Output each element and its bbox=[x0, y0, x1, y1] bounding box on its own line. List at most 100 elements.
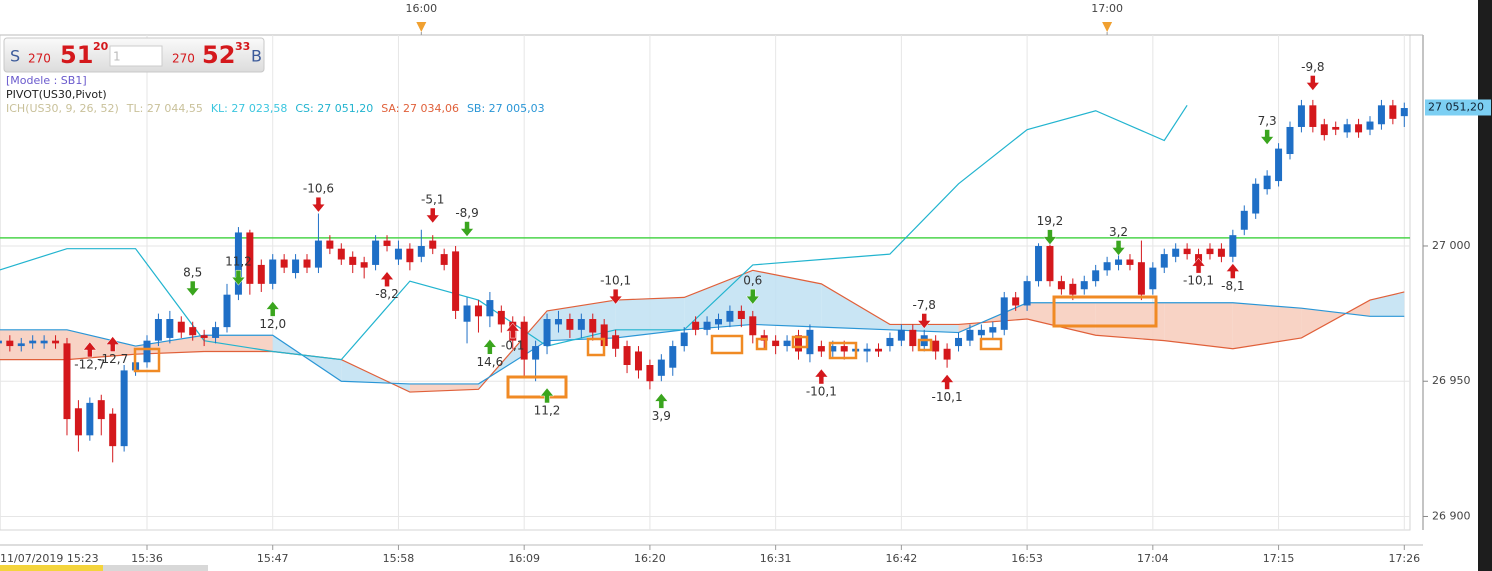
signal-label: 3,9 bbox=[652, 409, 671, 423]
candle-body bbox=[612, 335, 620, 349]
candle-body bbox=[1229, 235, 1237, 257]
signal-box bbox=[755, 337, 768, 351]
candle-body bbox=[40, 340, 48, 344]
signal-arrow bbox=[1191, 257, 1206, 274]
signal-arrow bbox=[505, 322, 520, 339]
candle-body bbox=[6, 340, 14, 347]
cloud bbox=[752, 270, 822, 328]
signal-arrow bbox=[1260, 129, 1275, 145]
cloud bbox=[1232, 302, 1302, 349]
candle-body bbox=[1160, 254, 1168, 268]
candle-body bbox=[189, 327, 197, 336]
signal-arrow bbox=[917, 313, 932, 329]
candle-body bbox=[1206, 248, 1214, 255]
buy-figure: 52 bbox=[202, 41, 235, 69]
x-tick-label: 17:26 bbox=[1388, 552, 1420, 565]
candle-body bbox=[714, 319, 722, 325]
candle-body bbox=[692, 321, 700, 330]
candle-body bbox=[1035, 245, 1043, 282]
candle-body bbox=[840, 346, 848, 352]
candle-body bbox=[932, 340, 940, 352]
legend-item: ICH(US30, 9, 26, 52) bbox=[6, 102, 119, 115]
cloud bbox=[684, 270, 753, 330]
candle-body bbox=[383, 240, 391, 246]
sell-side[interactable]: S bbox=[10, 47, 20, 66]
signal-box bbox=[710, 334, 744, 355]
candle-body bbox=[1355, 124, 1363, 133]
candle-body bbox=[943, 348, 951, 360]
candle-body bbox=[989, 327, 997, 333]
candle-body bbox=[29, 340, 37, 344]
buy-pips: 33 bbox=[235, 40, 250, 53]
y-tick-label: 27 000 bbox=[1432, 239, 1471, 252]
signal-label: 11,2 bbox=[225, 255, 252, 269]
candle-body bbox=[257, 264, 265, 284]
overlay: -12,7-12,7 8,5 11,2 12,0 -10,6 -8,2 -5,1 -8,9 14… bbox=[74, 60, 1324, 423]
candle-body bbox=[166, 319, 174, 338]
candle-body bbox=[246, 232, 254, 284]
candle-body bbox=[1069, 283, 1077, 295]
x-tick-label: 15:47 bbox=[257, 552, 289, 565]
quantity-input[interactable] bbox=[109, 45, 163, 67]
signal-arrow bbox=[105, 336, 120, 352]
candle-body bbox=[1263, 175, 1271, 190]
candle-body bbox=[314, 240, 322, 268]
candle-body bbox=[1389, 105, 1397, 119]
candle-body bbox=[1012, 297, 1020, 306]
cloud bbox=[204, 335, 273, 352]
candle-body bbox=[1080, 281, 1088, 290]
signal-label: -7,8 bbox=[913, 298, 936, 312]
candle-body bbox=[897, 329, 905, 341]
signal-label: -10,1 bbox=[1183, 274, 1214, 288]
candle-body bbox=[646, 365, 654, 382]
candle-body bbox=[520, 321, 528, 360]
candle-body bbox=[1149, 267, 1157, 290]
candle-body bbox=[337, 248, 345, 260]
candle-body bbox=[977, 329, 985, 336]
candle-body bbox=[955, 337, 963, 347]
top-tick-label: 17:00 bbox=[1091, 2, 1123, 15]
candle-body bbox=[1400, 108, 1408, 117]
tab[interactable] bbox=[103, 565, 208, 571]
candle-body bbox=[772, 340, 780, 347]
candle-body bbox=[1103, 262, 1111, 271]
signal-label: -0,1 bbox=[501, 339, 524, 353]
candle-body bbox=[17, 343, 25, 347]
cloud bbox=[66, 329, 136, 360]
candle-body bbox=[1115, 259, 1123, 265]
candle-body bbox=[52, 340, 60, 344]
signal-arrow bbox=[745, 288, 760, 305]
signal-label: 0,6 bbox=[743, 274, 762, 288]
candle-body bbox=[292, 259, 300, 274]
signal-arrow bbox=[814, 368, 829, 385]
candle-body bbox=[669, 346, 677, 368]
legend-item: KL: 27 023,58 bbox=[211, 102, 288, 115]
candle-body bbox=[909, 329, 917, 347]
candle-body bbox=[589, 319, 597, 333]
buy-side[interactable]: B bbox=[251, 47, 262, 66]
candle-body bbox=[63, 343, 71, 420]
x-tick-label: 17:04 bbox=[1137, 552, 1169, 565]
candle-body bbox=[1023, 281, 1031, 306]
candle-body bbox=[657, 359, 665, 376]
x-tick-label: 17:15 bbox=[1263, 552, 1295, 565]
candle-body bbox=[143, 340, 151, 363]
x-tick-label: 16:20 bbox=[634, 552, 666, 565]
candle-body bbox=[703, 321, 711, 330]
candle-body bbox=[452, 251, 460, 311]
sell-prefix: 270 bbox=[28, 52, 51, 66]
signal-arrow bbox=[1305, 75, 1320, 91]
candle-body bbox=[486, 300, 494, 317]
candle-body bbox=[177, 321, 185, 333]
signal-arrow bbox=[265, 301, 280, 317]
y-tick-label: 26 900 bbox=[1432, 509, 1471, 522]
candle-body bbox=[200, 335, 208, 338]
tab-active[interactable] bbox=[0, 565, 103, 571]
signal-arrow bbox=[1111, 240, 1126, 256]
signal-box bbox=[506, 375, 568, 399]
candle-body bbox=[429, 240, 437, 249]
candle-body bbox=[234, 232, 242, 295]
cloud bbox=[615, 297, 685, 338]
last-price-tag bbox=[1425, 99, 1491, 116]
quantity-value: 1 bbox=[113, 50, 121, 64]
